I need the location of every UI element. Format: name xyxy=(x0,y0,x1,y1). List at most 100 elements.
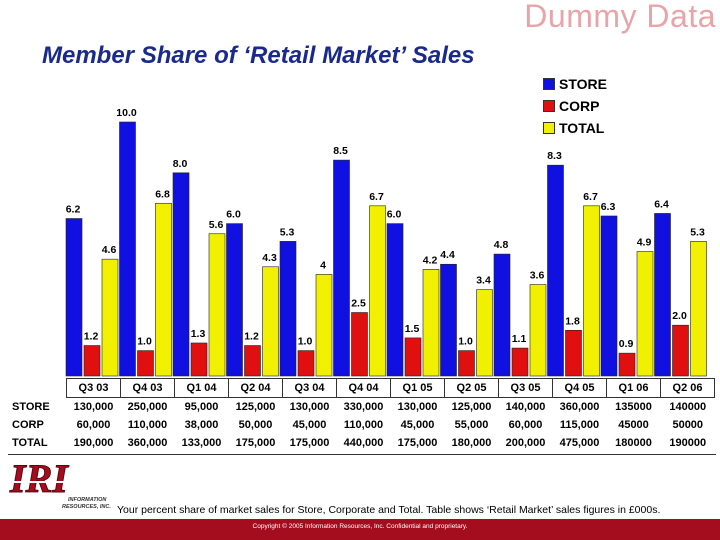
table-cell: 175,000 xyxy=(390,434,445,452)
data-label-total: 4 xyxy=(320,259,326,271)
table-cell: 115,000 xyxy=(552,416,607,434)
table-cell: 50000 xyxy=(660,416,715,434)
table-cell: 45000 xyxy=(606,416,661,434)
data-label-store: 8.3 xyxy=(547,150,562,162)
chart-title: Member Share of ‘Retail Market’ Sales xyxy=(42,42,475,69)
data-label-store: 4.8 xyxy=(494,239,509,251)
data-label-total: 6.7 xyxy=(369,191,384,203)
bar-total xyxy=(262,266,279,377)
table-cell: 110,000 xyxy=(120,416,175,434)
legend-swatch-corp xyxy=(543,100,555,112)
table-header-q1-06: Q1 06 xyxy=(606,378,661,398)
data-label-total: 3.4 xyxy=(476,275,491,287)
data-label-corp: 1.8 xyxy=(565,315,580,327)
bar-store xyxy=(172,172,190,377)
table-cell: 125,000 xyxy=(228,397,283,416)
data-label-total: 3.6 xyxy=(530,270,545,282)
data-label-store: 8.5 xyxy=(333,145,348,157)
data-label-total: 5.6 xyxy=(209,219,224,231)
legend-item-corp: CORP xyxy=(543,95,607,117)
legend-label-corp: CORP xyxy=(559,98,600,114)
table-row-label: CORP xyxy=(12,419,44,431)
data-label-corp: 2.0 xyxy=(672,310,687,322)
footer-bar xyxy=(0,519,720,540)
chart-legend: STORE CORP TOTAL xyxy=(543,73,607,139)
table-corner xyxy=(8,378,67,398)
table-cell: 130,000 xyxy=(390,397,445,416)
bar-store xyxy=(279,241,297,377)
table-cell: 190000 xyxy=(660,434,715,452)
bar-total xyxy=(315,274,333,377)
bar-corp xyxy=(137,350,154,377)
data-label-store: 6.0 xyxy=(387,209,402,221)
bar-store xyxy=(654,213,671,377)
bar-total xyxy=(690,241,707,377)
table-header-q2-06: Q2 06 xyxy=(660,378,715,398)
bar-corp xyxy=(672,324,689,377)
bar-store xyxy=(119,121,136,377)
data-label-store: 10.0 xyxy=(116,107,137,119)
bar-total xyxy=(476,289,493,377)
legend-swatch-store xyxy=(543,78,555,90)
data-label-corp: 1.0 xyxy=(137,336,152,348)
data-label-corp: 1.2 xyxy=(244,331,259,343)
table-header-q3-04: Q3 04 xyxy=(282,378,337,398)
data-label-store: 6.3 xyxy=(601,201,616,213)
bar-total xyxy=(422,269,440,377)
bar-store xyxy=(600,215,618,377)
data-label-store: 5.3 xyxy=(280,226,295,238)
bar-corp xyxy=(458,350,475,377)
table-cell: 175,000 xyxy=(228,434,283,452)
table-divider xyxy=(8,454,716,455)
table-header-row: Q3 03 Q4 03 Q1 04 Q2 04 Q3 04 Q4 04 Q1 0… xyxy=(8,378,715,398)
bar-store xyxy=(547,164,564,377)
legend-swatch-total xyxy=(543,122,555,134)
table-header-q4-05: Q4 05 xyxy=(552,378,607,398)
bar-corp xyxy=(190,342,208,377)
bar-total xyxy=(208,233,226,377)
data-label-corp: 1.1 xyxy=(512,333,527,345)
bar-corp xyxy=(297,350,315,377)
table-row-label: STORE xyxy=(12,400,50,413)
data-label-corp: 1.3 xyxy=(191,328,206,340)
table-row: CORP 60,000 110,000 38,000 50,000 45,000 110,0… xyxy=(8,416,715,434)
bar-corp xyxy=(351,312,368,377)
data-label-store: 6.2 xyxy=(66,204,81,216)
logo-line-1: INFORMATION xyxy=(68,497,107,503)
table-cell: 130,000 xyxy=(282,397,337,416)
table-cell: 125,000 xyxy=(444,397,499,416)
data-label-corp: 1.0 xyxy=(458,336,473,348)
bar-total xyxy=(529,284,547,377)
table-cell: 360,000 xyxy=(120,434,175,452)
table-cell: 45,000 xyxy=(282,416,337,434)
bar-store xyxy=(226,223,243,377)
data-label-corp: 1.2 xyxy=(84,331,99,343)
data-label-total: 5.3 xyxy=(690,226,705,238)
table-body: STORE 130,000 250,000 95,000 125,000 130,000 3… xyxy=(8,397,715,452)
bar-chart: 6.21.24.610.01.06.88.01.35.66.01.24.35.3… xyxy=(65,107,707,377)
table-cell: 440,000 xyxy=(336,434,391,452)
table-header-q1-05: Q1 05 xyxy=(390,378,445,398)
logo-line-2: RESOURCES, INC. xyxy=(62,504,111,510)
bar-total xyxy=(101,258,119,377)
table-cell: 60,000 xyxy=(498,416,553,434)
footnote: Your percent share of market sales for S… xyxy=(117,504,661,516)
data-label-corp: 1.0 xyxy=(298,336,313,348)
data-label-total: 4.6 xyxy=(102,244,117,256)
copyright-text: Copyright © 2005 Information Resources, … xyxy=(252,523,468,530)
table-header-q2-04: Q2 04 xyxy=(228,378,283,398)
table-cell: 135000 xyxy=(606,397,661,416)
table-header-q3-03: Q3 03 xyxy=(66,378,121,398)
data-label-store: 4.4 xyxy=(440,249,455,261)
table-cell: 250,000 xyxy=(120,397,175,416)
sales-table: Q3 03 Q4 03 Q1 04 Q2 04 Q3 04 Q4 04 Q1 0… xyxy=(8,378,715,452)
bar-store xyxy=(65,218,83,377)
bar-corp xyxy=(244,345,261,377)
table-cell: 38,000 xyxy=(174,416,229,434)
legend-item-store: STORE xyxy=(543,73,607,95)
data-label-store: 6.0 xyxy=(226,209,241,221)
table-cell: 140,000 xyxy=(498,397,553,416)
data-label-corp: 1.5 xyxy=(405,323,420,335)
bar-total xyxy=(369,205,386,377)
bar-corp xyxy=(404,337,422,377)
